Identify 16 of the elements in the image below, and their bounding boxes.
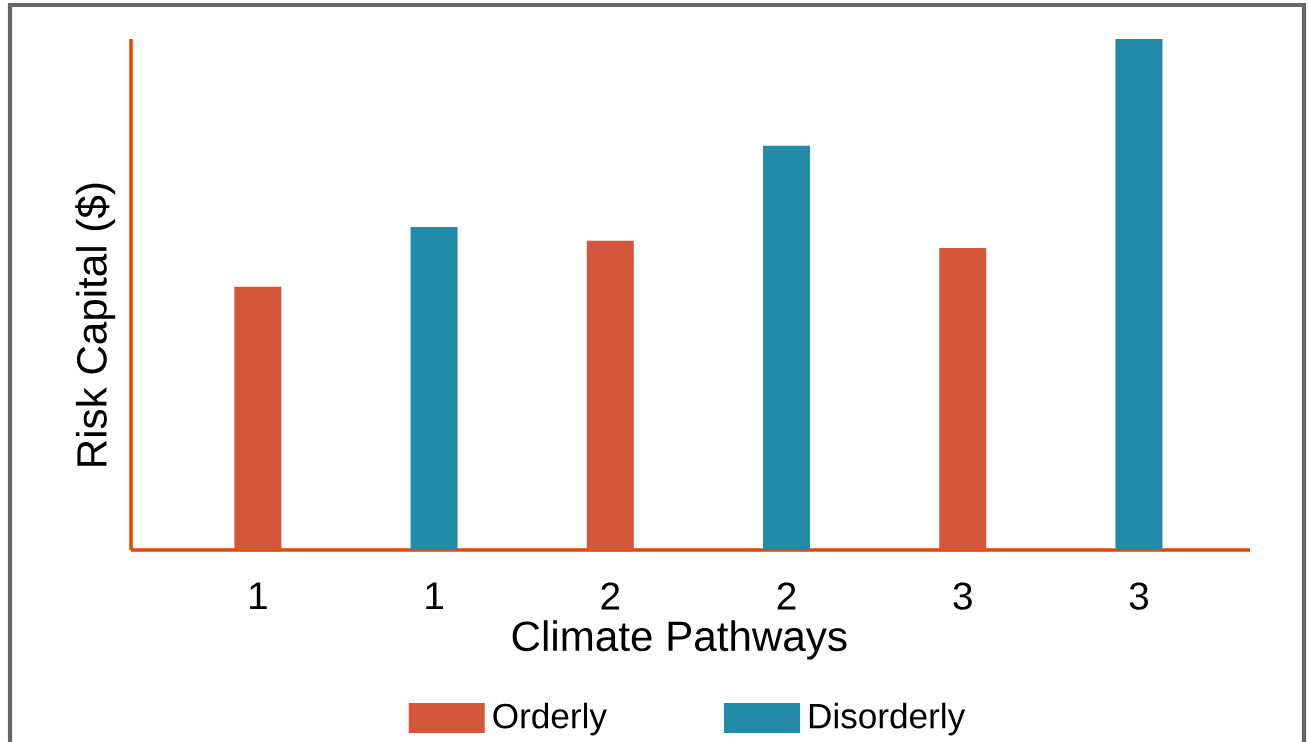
bar xyxy=(586,240,634,550)
bar xyxy=(1115,39,1163,550)
x-tick-label: 1 xyxy=(250,582,267,609)
x-tick-label: 1 xyxy=(426,582,443,609)
x-axis-title: Climate Pathways xyxy=(512,620,847,660)
legend-label: Disorderly xyxy=(809,702,966,736)
bar xyxy=(763,145,811,550)
x-tick-label: 3 xyxy=(1129,582,1148,610)
y-axis-title: Risk Capital ($) xyxy=(75,183,116,466)
x-tick-label: 2 xyxy=(601,582,620,610)
bar xyxy=(410,227,458,550)
bar xyxy=(234,286,282,550)
x-tick-label: 3 xyxy=(953,582,972,610)
legend-label: Orderly xyxy=(493,702,607,736)
x-tick-label: 2 xyxy=(777,582,796,610)
bar xyxy=(939,247,987,550)
